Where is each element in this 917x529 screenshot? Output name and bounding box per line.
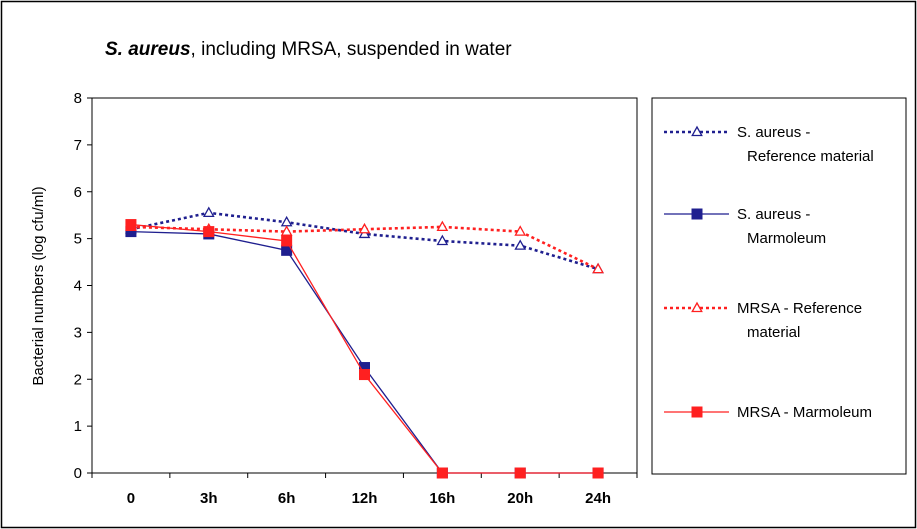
legend-label: S. aureus - (737, 124, 810, 141)
x-tick-label: 24h (585, 490, 611, 507)
data-point (359, 369, 370, 381)
legend-marker (691, 301, 703, 313)
axis-layer: 0 1 2 3 4 5 6 7 8 0 3h 6h 12h 16h 20h 24h (74, 90, 638, 507)
y-axis-label: Bacterial numbers (log cfu/ml) (30, 186, 47, 385)
y-tick-label: 4 (74, 278, 82, 295)
data-point (281, 235, 293, 247)
chart-title: S. aureus, including MRSA, suspended in … (105, 39, 512, 60)
data-point (592, 262, 604, 274)
legend-label: MRSA - Reference (737, 300, 862, 317)
x-tick-label: 16h (429, 490, 455, 507)
legend-label: S. aureus - (737, 206, 810, 223)
y-tick-label: 8 (74, 90, 82, 107)
data-point (514, 467, 526, 479)
data-point (436, 234, 449, 246)
data-point (280, 225, 293, 236)
y-tick-label: 7 (74, 137, 82, 154)
data-point (125, 219, 137, 231)
legend-marker (691, 125, 703, 137)
legend-marker (691, 406, 703, 418)
data-point (436, 467, 448, 479)
legend-marker (691, 208, 703, 220)
legend-entry-0: S. aureus - Reference material (664, 124, 874, 165)
data-point (592, 467, 604, 479)
y-tick-label: 2 (74, 371, 82, 388)
series-3 (125, 219, 604, 479)
data-point (514, 239, 527, 250)
x-tick-label: 3h (200, 490, 218, 507)
legend-entry-2: MRSA - Reference material (664, 300, 862, 341)
data-point (514, 225, 527, 236)
data-point (358, 222, 371, 234)
x-tick-label: 12h (352, 490, 378, 507)
data-point (436, 220, 449, 232)
x-tick-label: 0 (127, 490, 135, 507)
data-point (202, 206, 215, 217)
legend-entry-3: MRSA - Marmoleum (664, 404, 872, 421)
data-point (203, 226, 215, 238)
legend-label: material (747, 324, 800, 341)
legend-entry-1: S. aureus - Marmoleum (664, 206, 826, 247)
y-tick-label: 6 (74, 184, 82, 201)
chart-title-italic: S. aureus (105, 39, 191, 60)
y-tick-label: 0 (74, 465, 82, 482)
x-tick-label: 6h (278, 490, 296, 507)
x-tick-label: 20h (507, 490, 533, 507)
y-tick-label: 5 (74, 231, 82, 248)
legend-label: Reference material (747, 148, 874, 165)
y-tick-label: 3 (74, 324, 82, 341)
chart-title-rest: , including MRSA, suspended in water (191, 39, 513, 60)
series-layer (125, 206, 604, 479)
legend-label: Marmoleum (747, 230, 826, 247)
y-tick-label: 1 (74, 418, 82, 435)
legend-label: MRSA - Marmoleum (737, 404, 872, 421)
